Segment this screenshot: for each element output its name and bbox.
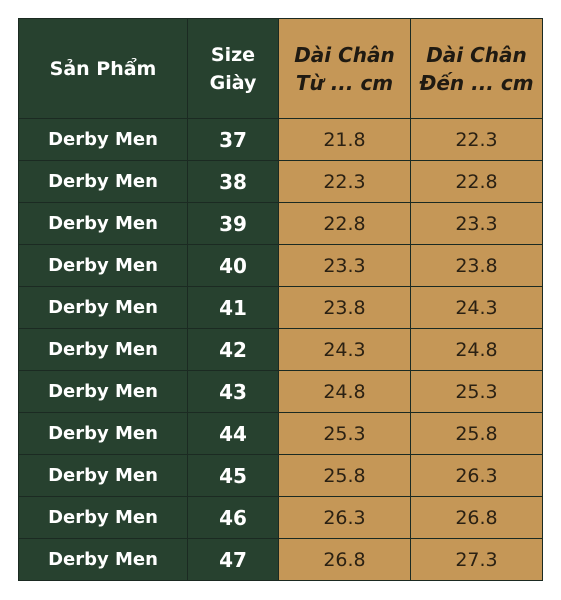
- cell-product: Derby Men: [18, 118, 188, 161]
- header-shoe-size: Size Giày: [187, 18, 279, 119]
- cell-foot-length-from: 25.8: [278, 454, 411, 497]
- cell-product: Derby Men: [18, 538, 188, 581]
- header-row: Sản Phẩm Size Giày Dài Chân Từ ... cm Dà…: [18, 18, 543, 119]
- header-foot-length-from-line1: Dài Chân: [294, 42, 395, 67]
- table-row: Derby Men 41 23.8 24.3: [18, 286, 543, 329]
- table-body: Derby Men 37 21.8 22.3 Derby Men 38 22.3…: [18, 118, 543, 581]
- cell-foot-length-from: 21.8: [278, 118, 411, 161]
- table-row: Derby Men 39 22.8 23.3: [18, 202, 543, 245]
- header-product: Sản Phẩm: [18, 18, 188, 119]
- cell-foot-length-from: 23.8: [278, 286, 411, 329]
- cell-foot-length-to: 24.3: [410, 286, 543, 329]
- cell-shoe-size: 47: [187, 538, 279, 581]
- cell-product: Derby Men: [18, 370, 188, 413]
- cell-foot-length-from: 24.8: [278, 370, 411, 413]
- table-row: Derby Men 42 24.3 24.8: [18, 328, 543, 371]
- cell-foot-length-from: 26.3: [278, 496, 411, 539]
- cell-foot-length-to: 23.3: [410, 202, 543, 245]
- cell-product: Derby Men: [18, 412, 188, 455]
- cell-product: Derby Men: [18, 244, 188, 287]
- cell-shoe-size: 43: [187, 370, 279, 413]
- cell-foot-length-to: 25.3: [410, 370, 543, 413]
- cell-product: Derby Men: [18, 328, 188, 371]
- header-foot-length-from-line2: Từ ... cm: [295, 70, 394, 95]
- cell-shoe-size: 41: [187, 286, 279, 329]
- cell-shoe-size: 46: [187, 496, 279, 539]
- header-foot-length-to: Dài Chân Đến ... cm: [410, 18, 543, 119]
- cell-foot-length-from: 23.3: [278, 244, 411, 287]
- cell-foot-length-from: 26.8: [278, 538, 411, 581]
- cell-shoe-size: 45: [187, 454, 279, 497]
- cell-foot-length-from: 24.3: [278, 328, 411, 371]
- header-shoe-size-line2: Giày: [209, 71, 257, 94]
- cell-product: Derby Men: [18, 496, 188, 539]
- cell-foot-length-to: 22.3: [410, 118, 543, 161]
- cell-foot-length-to: 25.8: [410, 412, 543, 455]
- cell-shoe-size: 42: [187, 328, 279, 371]
- header-foot-length-to-line2: Đến ... cm: [419, 70, 534, 95]
- table-row: Derby Men 38 22.3 22.8: [18, 160, 543, 203]
- header-product-label: Sản Phẩm: [49, 57, 157, 80]
- cell-foot-length-to: 22.8: [410, 160, 543, 203]
- header-shoe-size-line1: Size: [210, 43, 256, 66]
- cell-shoe-size: 37: [187, 118, 279, 161]
- size-chart-container: Sản Phẩm Size Giày Dài Chân Từ ... cm Dà…: [18, 18, 543, 581]
- table-row: Derby Men 43 24.8 25.3: [18, 370, 543, 413]
- cell-foot-length-to: 26.8: [410, 496, 543, 539]
- size-chart-table: Sản Phẩm Size Giày Dài Chân Từ ... cm Dà…: [18, 18, 543, 581]
- cell-shoe-size: 44: [187, 412, 279, 455]
- table-row: Derby Men 37 21.8 22.3: [18, 118, 543, 161]
- table-header: Sản Phẩm Size Giày Dài Chân Từ ... cm Dà…: [18, 18, 543, 119]
- header-foot-length-to-line1: Dài Chân: [426, 42, 527, 67]
- cell-foot-length-from: 22.3: [278, 160, 411, 203]
- cell-foot-length-from: 25.3: [278, 412, 411, 455]
- table-row: Derby Men 47 26.8 27.3: [18, 538, 543, 581]
- cell-product: Derby Men: [18, 160, 188, 203]
- cell-foot-length-from: 22.8: [278, 202, 411, 245]
- header-foot-length-from: Dài Chân Từ ... cm: [278, 18, 411, 119]
- cell-foot-length-to: 27.3: [410, 538, 543, 581]
- table-row: Derby Men 45 25.8 26.3: [18, 454, 543, 497]
- cell-shoe-size: 39: [187, 202, 279, 245]
- table-row: Derby Men 44 25.3 25.8: [18, 412, 543, 455]
- cell-shoe-size: 40: [187, 244, 279, 287]
- cell-shoe-size: 38: [187, 160, 279, 203]
- table-row: Derby Men 40 23.3 23.8: [18, 244, 543, 287]
- table-row: Derby Men 46 26.3 26.8: [18, 496, 543, 539]
- cell-product: Derby Men: [18, 454, 188, 497]
- cell-foot-length-to: 24.8: [410, 328, 543, 371]
- cell-product: Derby Men: [18, 286, 188, 329]
- cell-foot-length-to: 26.3: [410, 454, 543, 497]
- cell-foot-length-to: 23.8: [410, 244, 543, 287]
- cell-product: Derby Men: [18, 202, 188, 245]
